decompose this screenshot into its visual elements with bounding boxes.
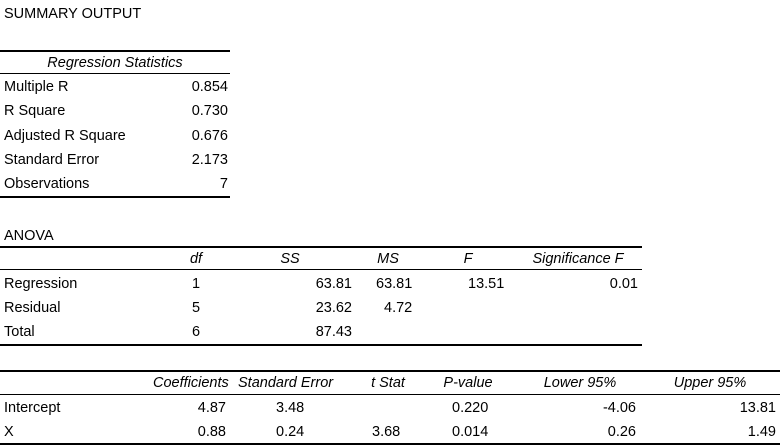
reg-stat-label: Standard Error xyxy=(4,152,100,168)
coef-cell-t-stat: 3.68 xyxy=(372,424,401,440)
reg-stat-label: Adjusted R Square xyxy=(4,128,126,144)
coef-top-rule xyxy=(0,370,780,372)
reg-stat-label: R Square xyxy=(4,103,66,119)
anova-header-df: df xyxy=(189,251,203,267)
coef-cell-upper-95: 13.81 xyxy=(739,400,776,416)
coef-row-label: X xyxy=(4,424,14,440)
anova-header-ss: SS xyxy=(280,251,300,267)
reg-stat-value: 0.854 xyxy=(191,79,228,95)
page-title: SUMMARY OUTPUT xyxy=(4,6,142,22)
coef-cell-lower-95: -4.06 xyxy=(602,400,636,416)
coef-header-upper-95: Upper 95% xyxy=(673,375,747,391)
anova-cell-ss: 63.81 xyxy=(315,276,352,292)
coef-cell-p-value: 0.014 xyxy=(452,424,489,440)
anova-header-f: F xyxy=(463,251,473,267)
coef-header-t-stat: t Stat xyxy=(371,375,405,391)
anova-header-significance-f: Significance F xyxy=(532,251,624,267)
anova-cell-ms: 4.72 xyxy=(384,300,413,316)
coef-cell-upper-95: 1.49 xyxy=(747,424,776,440)
reg-stat-label: Observations xyxy=(4,176,90,192)
coef-header-standard-error: Standard Error xyxy=(238,375,334,391)
coef-cell-coefficient: 0.88 xyxy=(197,424,226,440)
coef-cell-standard-error: 0.24 xyxy=(276,424,305,440)
reg-stat-value: 2.173 xyxy=(191,152,228,168)
anova-cell-f: 13.51 xyxy=(468,276,505,292)
anova-header-ms: MS xyxy=(377,251,399,267)
reg-stats-top-rule xyxy=(0,50,230,52)
reg-stats-bottom-rule xyxy=(0,196,230,198)
coef-bottom-rule xyxy=(0,443,780,445)
reg-stat-value: 0.676 xyxy=(191,128,228,144)
anova-cell-df: 6 xyxy=(192,324,201,340)
coef-cell-p-value: 0.220 xyxy=(452,400,489,416)
coef-header-lower-95: Lower 95% xyxy=(543,375,617,391)
coef-header-coefficients: Coefficients xyxy=(153,375,229,391)
coef-header-p-value: P-value xyxy=(443,375,493,391)
anova-row-label: Total xyxy=(4,324,35,340)
anova-row-label: Regression xyxy=(4,276,78,292)
coef-cell-coefficient: 4.87 xyxy=(197,400,226,416)
anova-cell-df: 1 xyxy=(192,276,201,292)
anova-cell-ss: 87.43 xyxy=(315,324,352,340)
anova-bottom-rule xyxy=(0,344,642,346)
anova-header-rule xyxy=(0,269,642,270)
reg-stat-label: Multiple R xyxy=(4,79,69,95)
anova-cell-df: 5 xyxy=(192,300,201,316)
anova-top-rule xyxy=(0,246,642,248)
reg-stat-value: 7 xyxy=(219,176,228,192)
anova-title: ANOVA xyxy=(4,228,54,244)
coef-cell-lower-95: 0.26 xyxy=(607,424,636,440)
reg-stats-header-rule xyxy=(0,73,230,74)
reg-stats-header: Regression Statistics xyxy=(47,55,183,71)
anova-cell-ms: 63.81 xyxy=(376,276,413,292)
coef-row-label: Intercept xyxy=(4,400,61,416)
anova-cell-ss: 23.62 xyxy=(315,300,352,316)
coef-header-rule xyxy=(0,394,780,395)
anova-row-label: Residual xyxy=(4,300,61,316)
coef-cell-standard-error: 3.48 xyxy=(276,400,305,416)
anova-cell-significance-f: 0.01 xyxy=(609,276,638,292)
reg-stat-value: 0.730 xyxy=(191,103,228,119)
